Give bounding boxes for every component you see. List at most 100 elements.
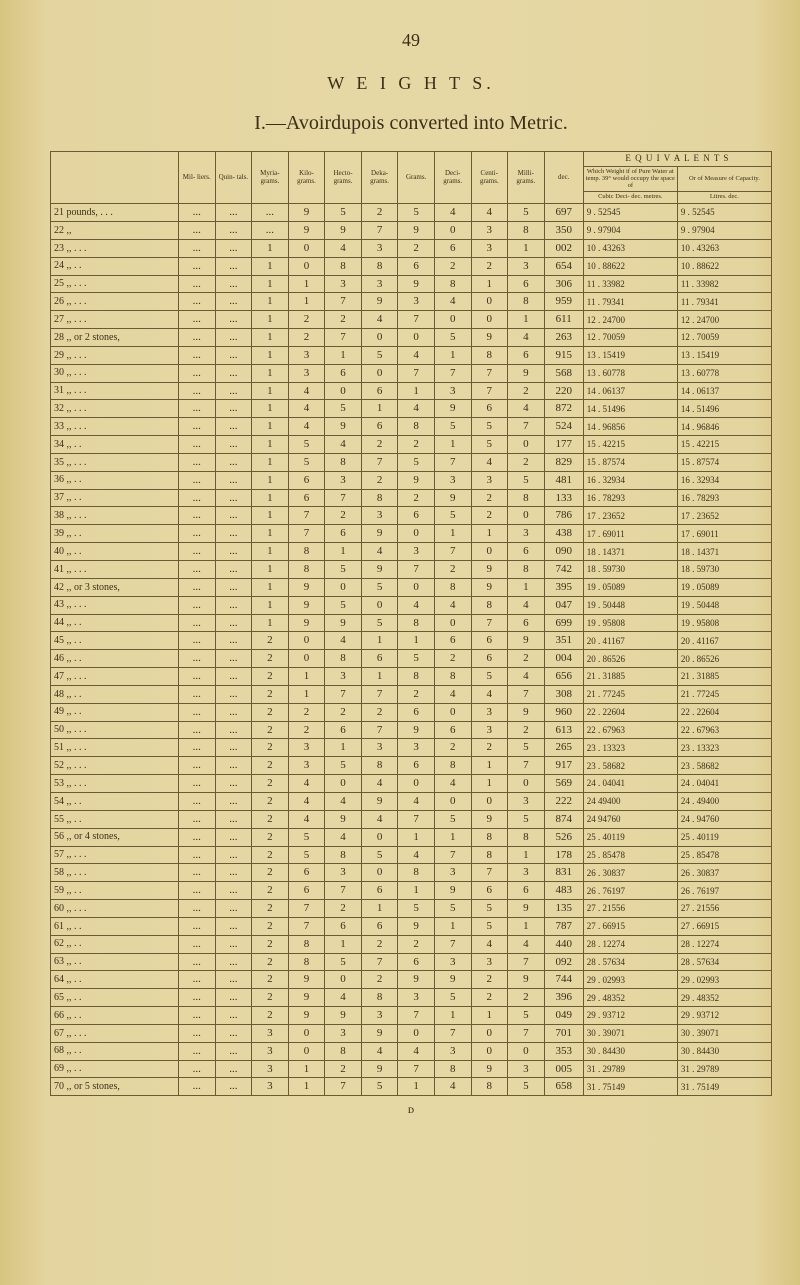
cell: ... [179,757,216,775]
cell-equiv-litres: 10 . 88622 [677,257,771,275]
col-equiv-capacity-unit: Litres. dec. [677,192,771,204]
cell: ... [179,204,216,222]
row-label: 31 ,, . . . [51,382,179,400]
cell: 7 [508,685,545,703]
cell-equiv-cubic: 9 . 97904 [583,221,677,239]
cell: 3 [252,1042,289,1060]
row-label: 24 ,, . . [51,257,179,275]
row-label: 30 ,, . . . [51,364,179,382]
cell: 1 [288,293,325,311]
row-label: 50 ,, . . . [51,721,179,739]
cell: 7 [325,293,362,311]
cell: 5 [398,453,435,471]
cell: ... [215,543,252,561]
cell: 9 [325,810,362,828]
cell-equiv-cubic: 29 . 48352 [583,989,677,1007]
cell: 1 [252,346,289,364]
cell-equiv-cubic: 19 . 95808 [583,614,677,632]
table-row: 23 ,, . . .......1043263100210 . 4326310… [51,239,772,257]
cell: ... [179,1078,216,1096]
cell-dec: 350 [544,221,583,239]
cell-dec: 178 [544,846,583,864]
cell-equiv-cubic: 16 . 78293 [583,489,677,507]
cell: 1 [361,400,398,418]
cell: 2 [398,239,435,257]
table-row: 24 ,, . .......1088622365410 . 8862210 .… [51,257,772,275]
table-row: 59 ,, . .......2676196648326 . 7619726 .… [51,882,772,900]
cell: 6 [398,953,435,971]
cell: 5 [288,846,325,864]
cell: 0 [288,1042,325,1060]
row-label: 37 ,, . . [51,489,179,507]
cell: ... [179,275,216,293]
cell-dec: 787 [544,917,583,935]
cell: 1 [252,596,289,614]
cell: 3 [508,525,545,543]
cell-equiv-litres: 26 . 30837 [677,864,771,882]
cell: 5 [398,204,435,222]
cell: 3 [471,239,508,257]
cell: 5 [325,596,362,614]
row-label: 26 ,, . . . [51,293,179,311]
cell: ... [215,1042,252,1060]
cell: 1 [252,418,289,436]
table-row: 41 ,, . . .......1859729874218 . 5973018… [51,561,772,579]
cell: ... [215,864,252,882]
cell: 0 [288,239,325,257]
cell: 3 [471,953,508,971]
cell: 1 [252,614,289,632]
cell: 7 [398,1007,435,1025]
cell: ... [179,703,216,721]
row-label: 69 ,, . . [51,1060,179,1078]
cell: 2 [508,453,545,471]
cell-equiv-cubic: 11 . 79341 [583,293,677,311]
table-row: 25 ,, . . .......1133981630611 . 3398211… [51,275,772,293]
cell-equiv-litres: 25 . 85478 [677,846,771,864]
cell: 1 [361,900,398,918]
cell: 6 [434,239,471,257]
cell: 5 [434,329,471,347]
cell: 4 [288,792,325,810]
table-body: 21 pounds, . . ..........95254456979 . 5… [51,204,772,1096]
table-row: 32 ,, . . .......1451496487214 . 5149614… [51,400,772,418]
cell: ... [179,721,216,739]
table-row: 54 ,, . .......2449400322224 4940024 . 4… [51,792,772,810]
cell: 1 [471,757,508,775]
row-label: 48 ,, . . [51,685,179,703]
cell: ... [179,329,216,347]
cell: 0 [471,1042,508,1060]
cell: ... [215,810,252,828]
cell: 3 [361,239,398,257]
cell: 6 [288,864,325,882]
cell: 4 [508,329,545,347]
cell: 1 [288,275,325,293]
cell-equiv-litres: 29 . 02993 [677,971,771,989]
cell: 2 [252,685,289,703]
cell: 4 [471,935,508,953]
cell: 1 [508,239,545,257]
cell-equiv-cubic: 26 . 76197 [583,882,677,900]
cell: 6 [325,525,362,543]
cell: 3 [471,703,508,721]
cell-equiv-cubic: 12 . 24700 [583,311,677,329]
table-row: 39 ,, . .......1769011343817 . 6901117 .… [51,525,772,543]
cell: ... [179,685,216,703]
cell: 4 [325,792,362,810]
cell: 2 [252,989,289,1007]
cell: ... [215,1024,252,1042]
row-label: 34 ,, . . [51,436,179,454]
cell: 2 [471,257,508,275]
cell: 0 [508,507,545,525]
col-equiv-water-unit: Cubic Deci- dec. metres. [583,192,677,204]
cell: 0 [361,864,398,882]
table-row: 68 ,, . .......3084430035330 . 8443030 .… [51,1042,772,1060]
cell: 5 [508,739,545,757]
cell: 7 [471,364,508,382]
cell-dec: 133 [544,489,583,507]
cell: 4 [434,204,471,222]
cell-dec: 351 [544,632,583,650]
cell: 9 [398,221,435,239]
cell: 2 [325,311,362,329]
row-label: 49 ,, . . [51,703,179,721]
cell: 5 [325,757,362,775]
